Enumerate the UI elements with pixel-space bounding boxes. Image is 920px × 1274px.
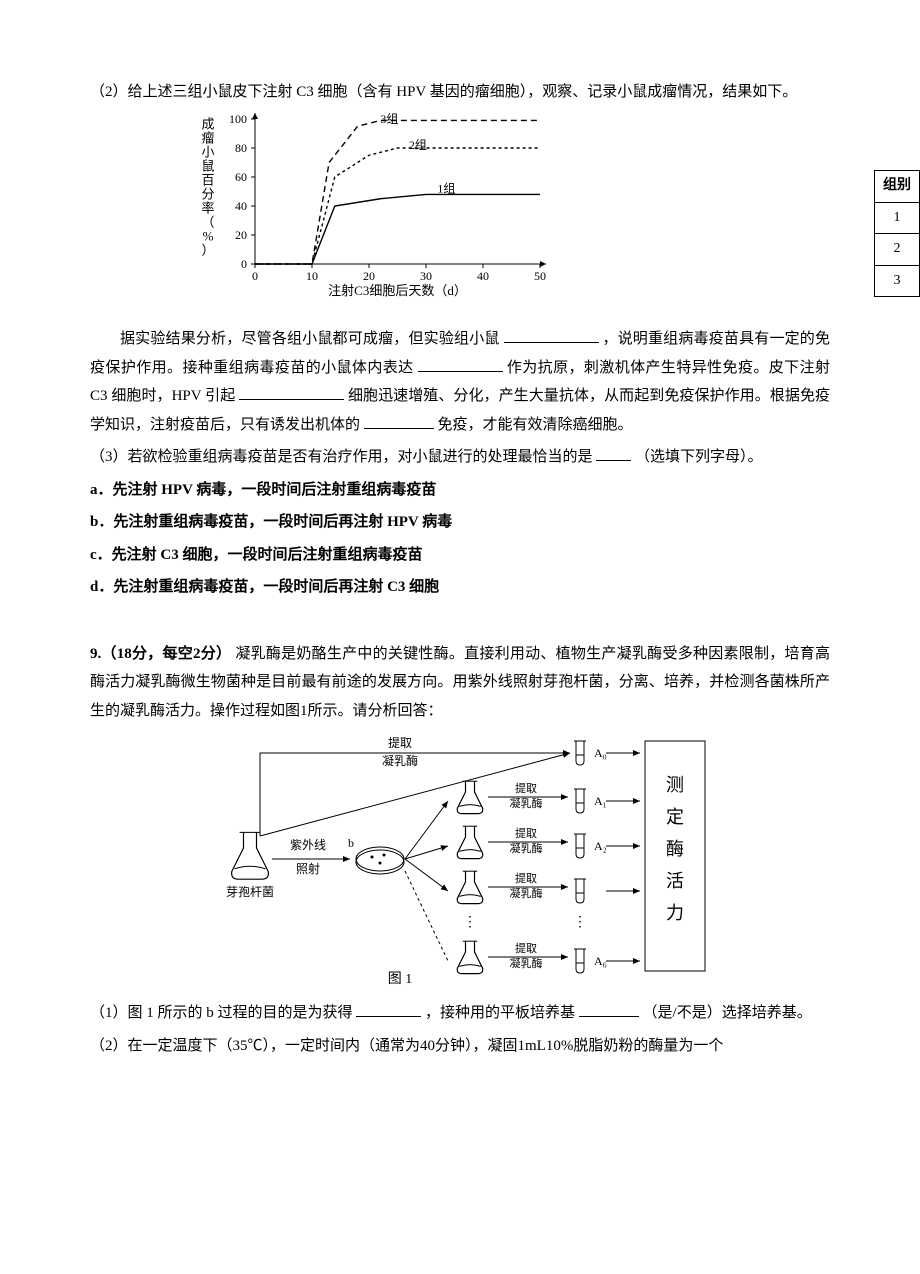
svg-text:成瘤小鼠百分率（%）: 成瘤小鼠百分率（%）	[201, 116, 214, 257]
svg-text:酶: 酶	[666, 839, 684, 859]
svg-text:提取: 提取	[515, 827, 537, 840]
svg-text:80: 80	[235, 141, 247, 155]
svg-text:凝乳酶: 凝乳酶	[382, 753, 418, 768]
svg-text:1组: 1组	[437, 181, 455, 195]
svg-text:紫外线: 紫外线	[290, 838, 326, 852]
text: （2）在一定温度下（35℃），一定时间内（通常为40分钟），凝固1mL10%脱脂…	[90, 1038, 723, 1054]
svg-text:10: 10	[306, 269, 318, 283]
q9-stem: 9.（18分，每空2分） 凝乳酶是奶酪生产中的关键性酶。直接利用动、植物生产凝乳…	[90, 640, 830, 726]
group-table: 组别 1 2 3	[874, 170, 920, 297]
svg-text:A₁: A₁	[594, 794, 607, 808]
blank	[579, 1000, 639, 1018]
svg-text:20: 20	[235, 228, 247, 242]
svg-text:60: 60	[235, 170, 247, 184]
text: （是/不是）选择培养基。	[643, 1005, 812, 1021]
svg-text:2组: 2组	[409, 138, 427, 152]
blank	[239, 383, 344, 401]
svg-text:图 1: 图 1	[388, 972, 413, 987]
text: 免疫，才能有效清除癌细胞。	[438, 417, 633, 433]
svg-text:提取: 提取	[515, 872, 537, 885]
text: 据实验结果分析，尽管各组小鼠都可成瘤，但实验组小鼠	[120, 331, 500, 347]
svg-text:芽孢杆菌: 芽孢杆菌	[226, 885, 274, 899]
q9-prefix: 9.（18分，每空2分）	[90, 646, 231, 662]
svg-text:定: 定	[666, 807, 684, 827]
group-row: 1	[875, 202, 920, 234]
svg-text:提取: 提取	[388, 735, 412, 750]
text: （选填下列字母）。	[635, 449, 763, 465]
q2-intro-text: （2）给上述三组小鼠皮下注射 C3 细胞（含有 HPV 基因的瘤细胞），观察、记…	[90, 84, 797, 100]
svg-text:⋮: ⋮	[463, 915, 477, 930]
option-b: b．先注射重组病毒疫苗，一段时间后再注射 HPV 病毒	[90, 508, 830, 537]
option-c: c．先注射 C3 细胞，一段时间后注射重组病毒疫苗	[90, 541, 830, 570]
svg-text:照射: 照射	[296, 861, 320, 876]
chart-container: 0 10 20 30 40 50 0 20 40 60 80 100 1组 2组 3组注射C3细胞后天数（d…	[190, 109, 830, 310]
svg-text:⋮: ⋮	[573, 915, 587, 930]
group-header: 组别	[875, 171, 920, 203]
blank	[504, 326, 599, 344]
option-a: a．先注射 HPV 病毒，一段时间后注射重组病毒疫苗	[90, 476, 830, 505]
group-row: 3	[875, 265, 920, 297]
svg-text:0: 0	[252, 269, 258, 283]
svg-text:A₀: A₀	[594, 746, 607, 760]
svg-text:20: 20	[363, 269, 375, 283]
svg-text:凝乳酶: 凝乳酶	[510, 841, 543, 855]
svg-text:提取: 提取	[515, 782, 537, 795]
svg-text:提取: 提取	[515, 942, 537, 955]
option-d: d．先注射重组病毒疫苗，一段时间后再注射 C3 细胞	[90, 573, 830, 602]
svg-text:凝乳酶: 凝乳酶	[510, 886, 543, 900]
q3-options: a．先注射 HPV 病毒，一段时间后注射重组病毒疫苗 b．先注射重组病毒疫苗，一…	[90, 476, 830, 602]
q9-sub2: （2）在一定温度下（35℃），一定时间内（通常为40分钟），凝固1mL10%脱脂…	[90, 1032, 830, 1061]
process-diagram: 芽孢杆菌提取凝乳酶紫外线照射b提取凝乳酶提取凝乳酶提取凝乳酶提取凝乳酶⋮⋮A₀A…	[180, 731, 740, 991]
svg-text:100: 100	[229, 112, 247, 126]
text: （3）若欲检验重组病毒疫苗是否有治疗作用，对小鼠进行的处理最恰当的是	[90, 449, 593, 465]
blank	[596, 444, 631, 462]
svg-text:力: 力	[666, 903, 684, 923]
svg-text:凝乳酶: 凝乳酶	[510, 796, 543, 810]
svg-text:A₂: A₂	[594, 839, 607, 853]
blank	[418, 354, 503, 372]
svg-text:活: 活	[666, 871, 684, 891]
svg-text:凝乳酶: 凝乳酶	[510, 956, 543, 970]
blank	[356, 1000, 421, 1018]
svg-text:3组: 3组	[380, 112, 398, 126]
svg-text:0: 0	[241, 257, 247, 271]
text: （1）图 1 所示的 b 过程的目的是为获得	[90, 1005, 353, 1021]
svg-text:b: b	[348, 836, 354, 850]
blank	[364, 411, 434, 429]
svg-text:50: 50	[534, 269, 546, 283]
svg-text:测: 测	[666, 775, 684, 795]
svg-text:30: 30	[420, 269, 432, 283]
tumor-chart: 0 10 20 30 40 50 0 20 40 60 80 100 1组 2组 3组注射C3细胞后天数（d…	[190, 109, 550, 299]
svg-text:40: 40	[235, 199, 247, 213]
svg-text:注射C3细胞后天数（d）: 注射C3细胞后天数（d）	[328, 283, 467, 298]
q2-intro: （2）给上述三组小鼠皮下注射 C3 细胞（含有 HPV 基因的瘤细胞），观察、记…	[90, 78, 830, 107]
q2-analysis: 据实验结果分析，尽管各组小鼠都可成瘤，但实验组小鼠 ，说明重组病毒疫苗具有一定的…	[90, 325, 830, 439]
group-row: 2	[875, 234, 920, 266]
q3-stem: （3）若欲检验重组病毒疫苗是否有治疗作用，对小鼠进行的处理最恰当的是 （选填下列…	[90, 443, 830, 472]
svg-text:A₆: A₆	[594, 954, 607, 968]
text: ，接种用的平板培养基	[425, 1005, 575, 1021]
q9-sub1: （1）图 1 所示的 b 过程的目的是为获得 ，接种用的平板培养基 （是/不是）…	[90, 999, 830, 1028]
svg-text:40: 40	[477, 269, 489, 283]
